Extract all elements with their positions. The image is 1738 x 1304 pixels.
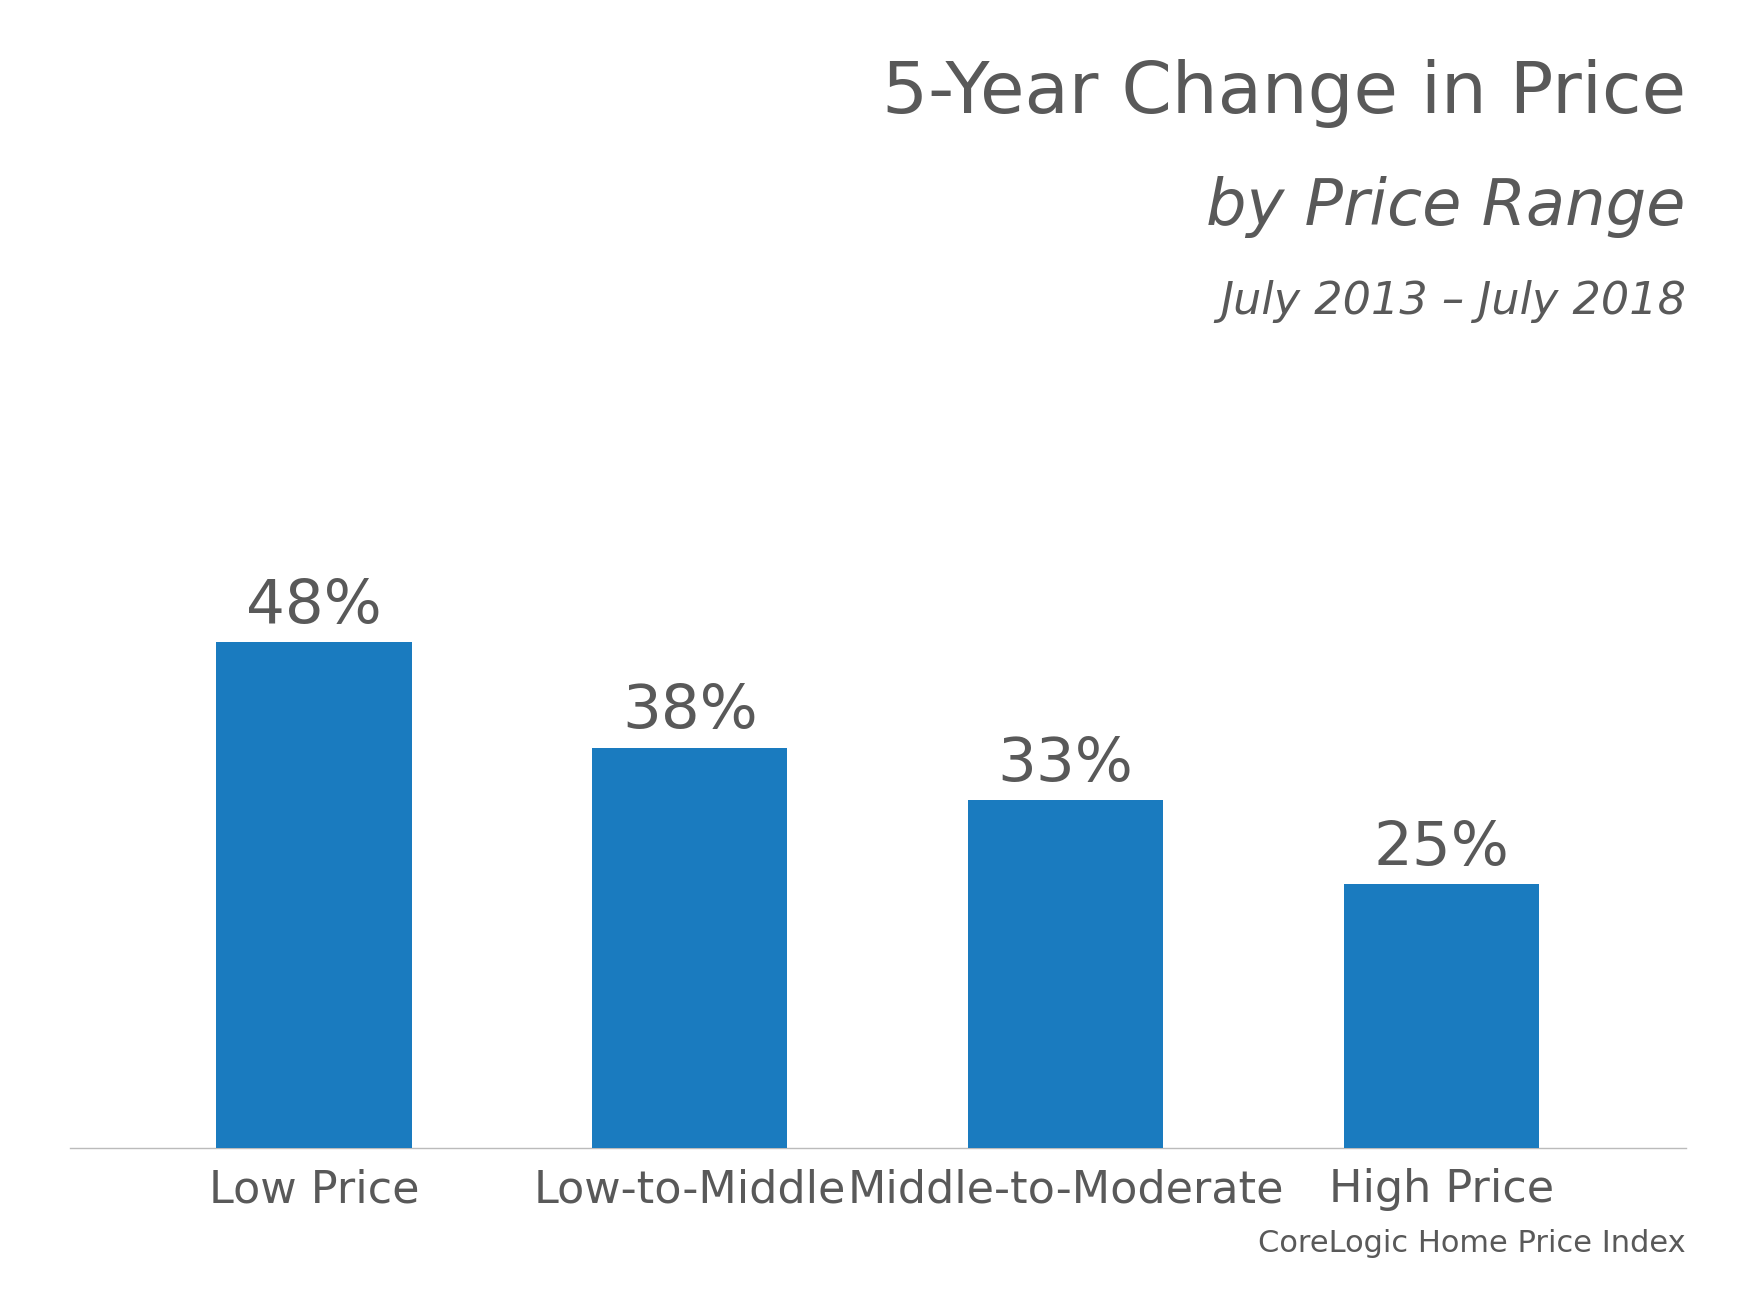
Bar	[968, 801, 1163, 1148]
Text: 48%: 48%	[247, 578, 382, 636]
Text: 38%: 38%	[622, 682, 758, 741]
Text: 5-Year Change in Price: 5-Year Change in Price	[881, 59, 1686, 128]
Text: by Price Range: by Price Range	[1206, 176, 1686, 239]
Bar	[216, 643, 412, 1148]
Text: CoreLogic Home Price Index: CoreLogic Home Price Index	[1258, 1230, 1686, 1258]
Bar	[593, 747, 787, 1148]
Bar	[1343, 884, 1540, 1148]
Text: 33%: 33%	[998, 735, 1133, 794]
Text: 25%: 25%	[1373, 819, 1510, 878]
Text: July 2013 – July 2018: July 2013 – July 2018	[1220, 280, 1686, 323]
